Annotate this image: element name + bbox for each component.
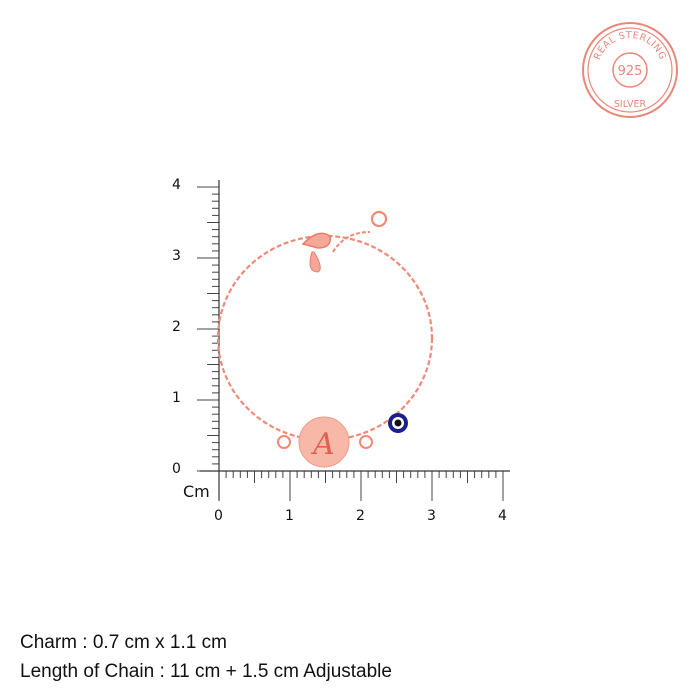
unit-label: Cm [183,482,210,501]
sterling-silver-stamp: REAL STERLING 925 SILVER [582,22,678,118]
y-tick-label: 3 [172,248,181,264]
bracelet-chain [216,234,434,442]
x-tick-label: 2 [356,508,365,524]
stamp-center-text: 925 [618,64,643,79]
end-ring [370,210,388,228]
y-tick-label: 4 [172,177,181,193]
x-tick-label: 0 [214,508,223,524]
x-tick-label: 1 [285,508,294,524]
charm-letter: A [310,427,335,462]
charm-size-text: Charm : 0.7 cm x 1.1 cm [20,632,227,653]
stamp-bottom-text: SILVER [614,99,647,110]
y-tick-label: 1 [172,390,181,406]
x-tick-label: 3 [427,508,436,524]
y-tick-label: 0 [172,461,181,477]
initial-charm [298,416,350,468]
lobster-clasp [301,232,331,249]
bracelet: A [216,210,434,468]
y-tick-label: 2 [172,319,181,335]
ruler-ticks [197,186,504,501]
chain-length-text: Length of Chain : 11 cm + 1.5 cm Adjusta… [20,661,392,682]
tag-drop [309,251,321,273]
extension-chain [332,231,371,253]
x-tick-label: 4 [498,508,507,524]
